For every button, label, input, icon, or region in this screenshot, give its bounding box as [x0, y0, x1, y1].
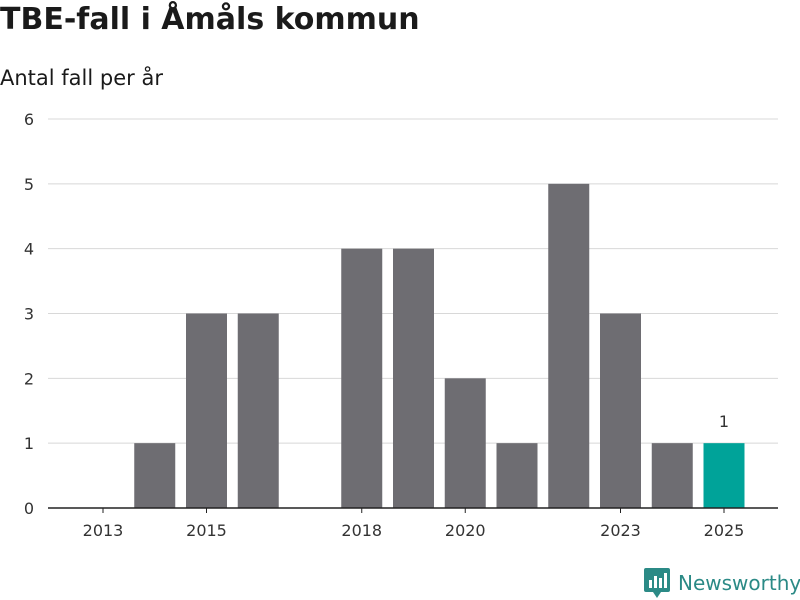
y-tick-label: 1 — [24, 434, 34, 453]
brand-name: Newsworthy — [678, 571, 800, 595]
y-tick-label: 3 — [24, 305, 34, 324]
newsworthy-logo: Newsworthy — [644, 568, 800, 598]
x-tick-label: 2020 — [445, 521, 486, 540]
bar-2014 — [134, 443, 176, 508]
y-tick-label: 6 — [24, 110, 34, 129]
bar-2022 — [548, 183, 590, 509]
bar-2016 — [237, 313, 279, 508]
x-tick-label: 2015 — [186, 521, 227, 540]
bar-2024 — [651, 443, 693, 508]
x-tick-label: 2025 — [704, 521, 745, 540]
y-tick-label: 0 — [24, 499, 34, 518]
bar-2023 — [600, 313, 641, 508]
data-label: 1 — [719, 412, 729, 431]
x-tick-label: 2018 — [341, 521, 382, 540]
newsworthy-icon — [644, 568, 670, 598]
chart-title: TBE-fall i Åmåls kommun — [0, 2, 420, 37]
y-tick-label: 5 — [24, 175, 34, 194]
chart-subtitle: Antal fall per år — [0, 66, 163, 90]
x-tick-label: 2013 — [83, 521, 124, 540]
bar-2020 — [444, 378, 486, 508]
bar-2025 — [703, 443, 745, 508]
y-tick-label: 2 — [24, 369, 34, 388]
bar-2018 — [341, 248, 383, 508]
bar-2019 — [393, 248, 434, 508]
bar-2021 — [496, 443, 538, 508]
x-tick-label: 2023 — [600, 521, 641, 540]
y-tick-label: 4 — [24, 240, 34, 259]
bar-2015 — [186, 313, 227, 508]
